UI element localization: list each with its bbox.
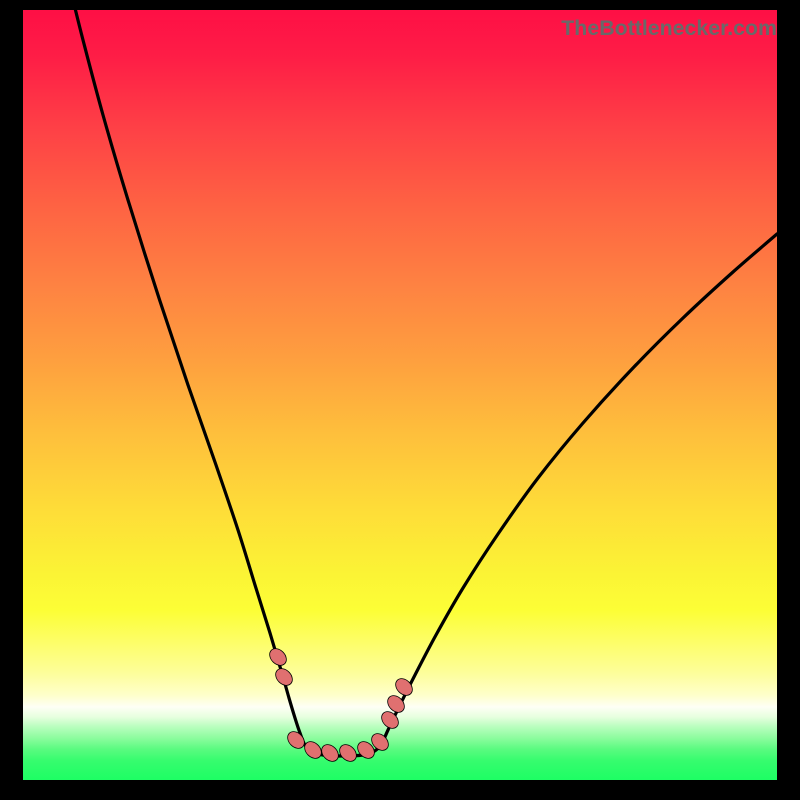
bottleneck-curve xyxy=(73,10,777,756)
frame-right xyxy=(777,0,800,800)
data-marker xyxy=(318,741,341,764)
marker-group xyxy=(266,645,415,764)
data-marker xyxy=(266,645,289,668)
watermark-text: TheBottlenecker.com xyxy=(561,16,777,41)
chart-svg xyxy=(23,10,777,780)
data-marker xyxy=(284,728,307,751)
data-marker xyxy=(272,665,295,688)
frame-bottom xyxy=(0,780,800,800)
frame-top xyxy=(0,0,800,10)
data-marker xyxy=(336,741,359,764)
plot-area: TheBottlenecker.com xyxy=(23,10,777,780)
frame-left xyxy=(0,0,23,800)
